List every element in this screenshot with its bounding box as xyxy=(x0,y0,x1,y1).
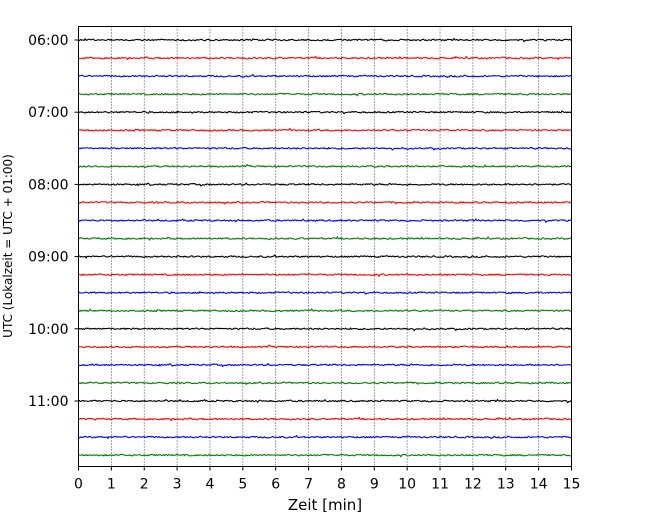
vertical-gridlines xyxy=(111,26,539,467)
x-tick-label: 12 xyxy=(464,477,482,493)
y-tick-label: 11:00 xyxy=(28,394,68,410)
trace-line xyxy=(78,110,572,115)
trace-line xyxy=(78,146,572,151)
trace-line xyxy=(78,37,572,43)
x-tick-label: 3 xyxy=(173,477,182,493)
trace-line xyxy=(78,416,572,422)
y-axis-label: UTC (Lokalzeit = UTC + 01:00) xyxy=(1,154,15,338)
y-axis-ticks: 06:00 07:00 08:00 09:00 10:00 11:00 xyxy=(28,33,79,410)
trace-line xyxy=(78,163,572,168)
x-tick-label: 7 xyxy=(304,477,313,493)
trace-line xyxy=(78,73,572,79)
x-tick-label: 2 xyxy=(140,477,149,493)
x-tick-label: 6 xyxy=(271,477,280,493)
trace-line xyxy=(78,327,572,332)
trace-line xyxy=(78,273,572,277)
x-tick-label: 4 xyxy=(206,477,215,493)
x-tick-label: 10 xyxy=(398,477,416,493)
x-tick-label: 9 xyxy=(370,477,379,493)
trace-line xyxy=(78,182,572,187)
x-tick-label: 1 xyxy=(107,477,116,493)
trace-line xyxy=(78,218,572,223)
x-tick-label: 14 xyxy=(530,477,548,493)
x-tick-label: 0 xyxy=(74,477,83,493)
trace-line xyxy=(78,381,572,385)
x-tick-label: 5 xyxy=(238,477,247,493)
plot-frame xyxy=(78,26,572,467)
x-axis-ticks: 0 1 2 3 4 5 6 7 8 9 10 11 12 13 14 15 xyxy=(74,466,581,493)
trace-line xyxy=(78,398,572,404)
trace-line xyxy=(78,434,572,440)
trace-line xyxy=(78,55,572,61)
y-tick-label: 06:00 xyxy=(28,33,68,49)
y-tick-label: 07:00 xyxy=(28,105,68,121)
x-tick-label: 15 xyxy=(563,477,581,493)
trace-line xyxy=(78,200,572,205)
trace-line xyxy=(78,344,572,349)
trace-line xyxy=(78,363,572,367)
trace-line xyxy=(78,92,572,97)
seismic-traces xyxy=(78,37,572,458)
trace-line xyxy=(78,254,572,259)
trace-line xyxy=(78,236,572,241)
x-tick-label: 13 xyxy=(497,477,515,493)
x-axis-label: Zeit [min] xyxy=(288,496,362,514)
y-tick-label: 10:00 xyxy=(28,322,68,338)
trace-line xyxy=(78,127,572,132)
trace-line xyxy=(78,291,572,295)
trace-line xyxy=(78,308,572,313)
y-tick-label: 09:00 xyxy=(28,250,68,266)
y-tick-label: 08:00 xyxy=(28,177,68,193)
x-tick-label: 11 xyxy=(431,477,449,493)
trace-line xyxy=(78,453,572,458)
x-tick-label: 8 xyxy=(337,477,346,493)
